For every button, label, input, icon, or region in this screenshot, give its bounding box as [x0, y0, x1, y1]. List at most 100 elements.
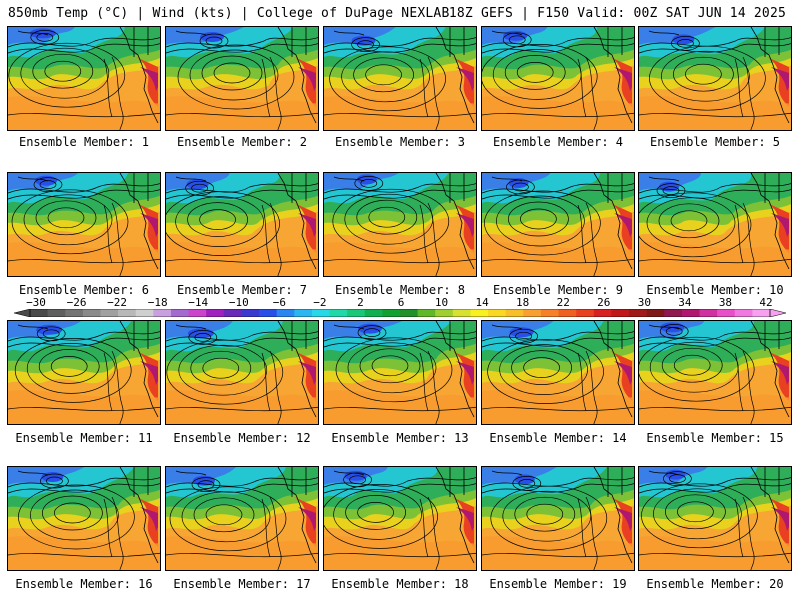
colorbar-swatch	[488, 309, 507, 317]
ensemble-member-map	[323, 466, 477, 571]
ensemble-member-map	[323, 26, 477, 131]
map-field	[166, 321, 318, 424]
colorbar-swatch	[347, 309, 366, 317]
run-valid-time: 18Z GEFS | F150 Valid: 00Z SAT JUN 14 20…	[448, 6, 786, 21]
colorbar-swatch	[188, 309, 207, 317]
colorbar-swatch	[558, 309, 577, 317]
colorbar-min-arrow	[14, 309, 31, 317]
colorbar-tick-label: 30	[637, 296, 651, 309]
colorbar-tick-label: 18	[516, 296, 530, 309]
ensemble-member-label: Ensemble Member: 2	[176, 135, 308, 149]
ensemble-member-map	[638, 466, 792, 571]
ensemble-member-label: Ensemble Member: 13	[331, 431, 469, 445]
ensemble-member-label: Ensemble Member: 6	[18, 283, 150, 297]
colorbar-tick-label: 42	[759, 296, 773, 309]
colorbar-swatch	[664, 309, 683, 317]
colorbar-tick-label: −14	[188, 296, 209, 309]
map-field	[324, 173, 476, 276]
ensemble-member-label: Ensemble Member: 17	[173, 577, 311, 591]
colorbar-swatch	[30, 309, 49, 317]
map-field	[482, 27, 634, 130]
colorbar-swatch	[734, 309, 753, 317]
map-field	[8, 27, 160, 130]
map-field	[639, 173, 791, 276]
colorbar-swatch	[47, 309, 66, 317]
colorbar-tick-label: −2	[313, 296, 327, 309]
colorbar-swatch	[435, 309, 454, 317]
colorbar-swatch	[100, 309, 119, 317]
ensemble-member-map	[481, 172, 635, 277]
colorbar-tick-label: −30	[26, 296, 46, 309]
map-field	[8, 467, 160, 570]
ensemble-member-label: Ensemble Member: 19	[489, 577, 627, 591]
colorbar-tick-label: −22	[107, 296, 128, 309]
colorbar-swatch	[505, 309, 524, 317]
map-field	[639, 27, 791, 130]
colorbar-swatch	[452, 309, 471, 317]
colorbar-swatch	[629, 309, 648, 317]
ensemble-member-label: Ensemble Member: 11	[15, 431, 153, 445]
colorbar-swatch	[593, 309, 612, 317]
colorbar-tick-label: 14	[475, 296, 489, 309]
colorbar-swatch	[294, 309, 313, 317]
ensemble-member-label: Ensemble Member: 3	[334, 135, 466, 149]
ensemble-member-map	[481, 466, 635, 571]
colorbar-swatch	[523, 309, 542, 317]
map-field	[482, 321, 634, 424]
ensemble-member-map	[7, 466, 161, 571]
colorbar-outline	[29, 309, 771, 317]
ensemble-member-map	[165, 26, 319, 131]
colorbar-swatch	[400, 309, 419, 317]
colorbar-tick-label: −6	[272, 296, 286, 309]
colorbar-tick-label: 38	[718, 296, 733, 309]
product-title: 850mb Temp (°C) | Wind (kts) | College o…	[8, 6, 450, 21]
colorbar-swatch	[611, 309, 630, 317]
ensemble-member-map	[638, 172, 792, 277]
colorbar-swatch	[65, 309, 84, 317]
map-field	[482, 173, 634, 276]
colorbar-tick-label: −18	[147, 296, 168, 309]
colorbar-tick-label: 2	[357, 296, 364, 309]
ensemble-member-map	[165, 172, 319, 277]
map-field	[166, 173, 318, 276]
colorbar-swatch	[170, 309, 190, 317]
ensemble-member-label: Ensemble Member: 14	[489, 431, 627, 445]
map-field	[324, 27, 476, 130]
colorbar-swatch	[717, 309, 736, 317]
temperature-colorbar	[14, 309, 786, 317]
colorbar-swatch	[646, 309, 665, 317]
colorbar-swatch	[540, 309, 560, 317]
colorbar-swatch	[699, 309, 718, 317]
map-field	[166, 467, 318, 570]
ensemble-member-map	[638, 26, 792, 131]
colorbar-swatch	[382, 309, 401, 317]
colorbar-tick-label: 34	[678, 296, 692, 309]
colorbar-swatch	[329, 309, 348, 317]
colorbar-swatch	[576, 309, 595, 317]
colorbar-swatch	[470, 309, 489, 317]
map-field	[166, 27, 318, 130]
map-field	[324, 321, 476, 424]
ensemble-member-label: Ensemble Member: 10	[646, 283, 784, 297]
ensemble-member-map	[481, 320, 635, 425]
colorbar-swatch	[241, 309, 260, 317]
ensemble-member-map	[7, 320, 161, 425]
colorbar-swatch	[364, 309, 383, 317]
colorbar-tick-label: 10	[434, 296, 449, 309]
colorbar-max-arrow	[769, 309, 786, 317]
ensemble-member-map	[481, 26, 635, 131]
ensemble-member-map	[638, 320, 792, 425]
colorbar-tick-label: 6	[397, 296, 405, 309]
map-field	[482, 467, 634, 570]
colorbar-tick-label: 22	[556, 296, 570, 309]
ensemble-member-label: Ensemble Member: 18	[331, 577, 469, 591]
colorbar-swatch	[752, 309, 771, 317]
ensemble-member-label: Ensemble Member: 5	[649, 135, 781, 149]
ensemble-member-map	[165, 466, 319, 571]
colorbar-swatch	[82, 309, 101, 317]
ensemble-member-label: Ensemble Member: 4	[492, 135, 624, 149]
ensemble-member-label: Ensemble Member: 15	[646, 431, 784, 445]
map-field	[639, 321, 791, 424]
ensemble-member-label: Ensemble Member: 9	[492, 283, 624, 297]
